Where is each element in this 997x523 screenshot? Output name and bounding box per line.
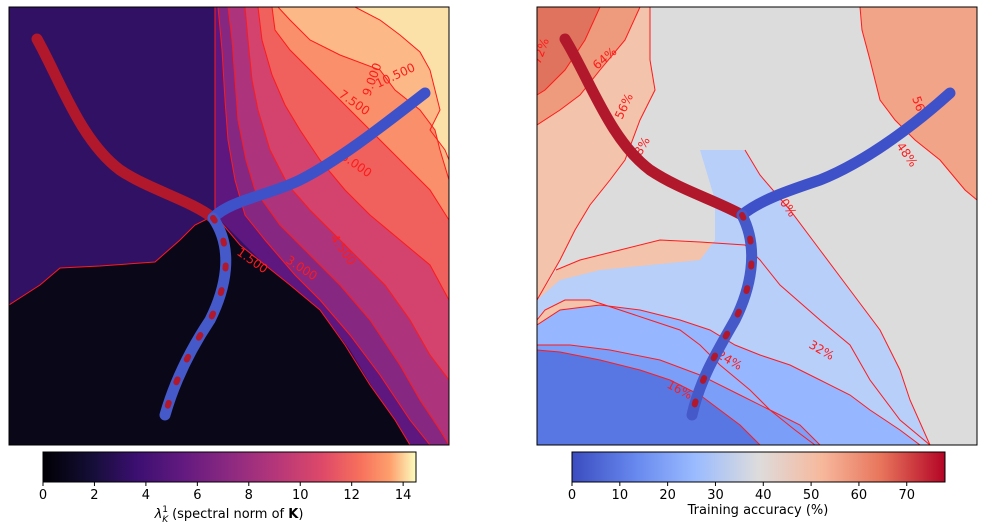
trajectory-blue-lower xyxy=(686,209,758,421)
trajectory-blue xyxy=(207,87,431,224)
colorbar-tick-label: 20 xyxy=(659,488,676,503)
colorbar-tick-label: 10 xyxy=(612,488,629,503)
colorbar-ticks: 0 2 4 6 8 10 12 14 xyxy=(39,482,412,503)
trajectory-red-dots xyxy=(162,215,229,418)
colorbar-label: λK1 (spectral norm of K) xyxy=(154,505,304,523)
contour-lines xyxy=(9,7,449,445)
colorbar-tick-label: 8 xyxy=(245,488,253,503)
colorbar-gradient xyxy=(42,451,417,483)
right-contour-plot: 72% 64% 56% 48% 40% 48% 32% 24% 16% 56% xyxy=(537,7,977,445)
contour-region xyxy=(537,150,930,445)
colorbar-tick-label: 14 xyxy=(395,488,412,503)
right-plot-frame xyxy=(536,6,978,446)
left-plot-frame xyxy=(8,6,450,446)
colorbar-tick-label: 40 xyxy=(755,488,772,503)
trajectory-red xyxy=(559,33,748,221)
colorbar-tick-label: 0 xyxy=(568,488,576,503)
colorbar-tick-label: 60 xyxy=(851,488,868,503)
colorbar-label: Training accuracy (%) xyxy=(687,503,829,518)
colorbar-tick-label: 2 xyxy=(90,488,98,503)
contour-region xyxy=(860,7,977,200)
colorbar-gradient xyxy=(571,451,946,483)
contour-lines xyxy=(537,7,977,445)
left-colorbar: 0 2 4 6 8 10 12 14 λK1 (spectral norm of K) xyxy=(39,451,417,523)
trajectory-blue xyxy=(736,87,956,221)
colorbar-tick-label: 70 xyxy=(898,488,915,503)
left-contour-plot: 1.500 3.000 4.500 6.000 7.500 9.000 10.5… xyxy=(9,7,449,445)
colorbar-tick-label: 12 xyxy=(343,488,360,503)
colorbar-tick-label: 6 xyxy=(193,488,201,503)
colorbar-tick-label: 0 xyxy=(39,488,47,503)
trajectory-red xyxy=(31,33,219,224)
colorbar-tick-label: 50 xyxy=(803,488,820,503)
contour-region xyxy=(537,350,760,445)
colorbar-tick-label: 4 xyxy=(142,488,150,503)
right-colorbar: 0 10 20 30 40 50 60 70 Training accuracy (%) xyxy=(568,451,946,518)
colorbar-tick-label: 30 xyxy=(707,488,724,503)
colorbar-ticks: 0 10 20 30 40 50 60 70 xyxy=(568,482,915,503)
colorbar-tick-label: 10 xyxy=(292,488,309,503)
